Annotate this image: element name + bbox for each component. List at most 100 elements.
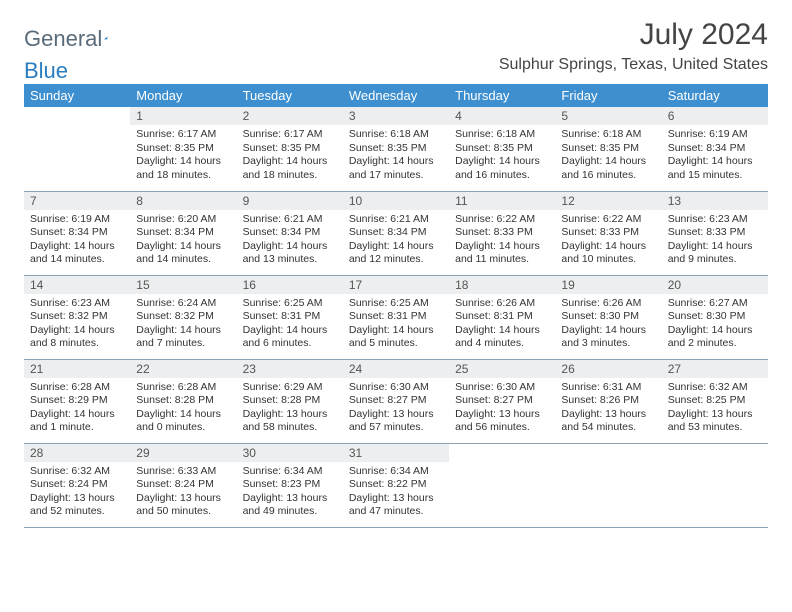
- detail-sunrise: Sunrise: 6:25 AM: [349, 297, 443, 311]
- day-details: Sunrise: 6:28 AMSunset: 8:29 PMDaylight:…: [24, 378, 130, 440]
- detail-sunset: Sunset: 8:35 PM: [243, 142, 337, 156]
- detail-sunrise: Sunrise: 6:26 AM: [561, 297, 655, 311]
- day-number: 19: [555, 276, 661, 294]
- detail-daylight: Daylight: 14 hours and 11 minutes.: [455, 240, 549, 267]
- day-number: 30: [237, 444, 343, 462]
- day-details: Sunrise: 6:26 AMSunset: 8:30 PMDaylight:…: [555, 294, 661, 356]
- day-number: 24: [343, 360, 449, 378]
- detail-sunset: Sunset: 8:32 PM: [30, 310, 124, 324]
- calendar-cell: 31Sunrise: 6:34 AMSunset: 8:22 PMDayligh…: [343, 443, 449, 527]
- detail-sunrise: Sunrise: 6:29 AM: [243, 381, 337, 395]
- detail-daylight: Daylight: 14 hours and 6 minutes.: [243, 324, 337, 351]
- detail-sunset: Sunset: 8:35 PM: [561, 142, 655, 156]
- detail-sunrise: Sunrise: 6:21 AM: [243, 213, 337, 227]
- detail-sunrise: Sunrise: 6:32 AM: [668, 381, 762, 395]
- detail-daylight: Daylight: 13 hours and 49 minutes.: [243, 492, 337, 519]
- day-details: Sunrise: 6:26 AMSunset: 8:31 PMDaylight:…: [449, 294, 555, 356]
- detail-daylight: Daylight: 13 hours and 54 minutes.: [561, 408, 655, 435]
- calendar-cell: 9Sunrise: 6:21 AMSunset: 8:34 PMDaylight…: [237, 191, 343, 275]
- calendar-cell: [555, 443, 661, 527]
- detail-daylight: Daylight: 14 hours and 18 minutes.: [243, 155, 337, 182]
- calendar-cell: 3Sunrise: 6:18 AMSunset: 8:35 PMDaylight…: [343, 107, 449, 191]
- calendar-cell: 8Sunrise: 6:20 AMSunset: 8:34 PMDaylight…: [130, 191, 236, 275]
- detail-sunset: Sunset: 8:28 PM: [243, 394, 337, 408]
- day-number: 25: [449, 360, 555, 378]
- detail-daylight: Daylight: 14 hours and 10 minutes.: [561, 240, 655, 267]
- detail-daylight: Daylight: 13 hours and 57 minutes.: [349, 408, 443, 435]
- detail-sunrise: Sunrise: 6:31 AM: [561, 381, 655, 395]
- calendar-cell: 12Sunrise: 6:22 AMSunset: 8:33 PMDayligh…: [555, 191, 661, 275]
- detail-sunset: Sunset: 8:26 PM: [561, 394, 655, 408]
- day-details: Sunrise: 6:18 AMSunset: 8:35 PMDaylight:…: [555, 125, 661, 187]
- calendar-cell: 10Sunrise: 6:21 AMSunset: 8:34 PMDayligh…: [343, 191, 449, 275]
- calendar-row: 14Sunrise: 6:23 AMSunset: 8:32 PMDayligh…: [24, 275, 768, 359]
- detail-sunset: Sunset: 8:30 PM: [561, 310, 655, 324]
- day-number: 13: [662, 192, 768, 210]
- detail-sunrise: Sunrise: 6:32 AM: [30, 465, 124, 479]
- day-number: 21: [24, 360, 130, 378]
- day-number: 12: [555, 192, 661, 210]
- detail-sunset: Sunset: 8:30 PM: [668, 310, 762, 324]
- detail-sunrise: Sunrise: 6:19 AM: [30, 213, 124, 227]
- day-details: Sunrise: 6:29 AMSunset: 8:28 PMDaylight:…: [237, 378, 343, 440]
- day-number: 7: [24, 192, 130, 210]
- detail-sunset: Sunset: 8:23 PM: [243, 478, 337, 492]
- weekday-header: Wednesday: [343, 84, 449, 107]
- calendar-cell: 2Sunrise: 6:17 AMSunset: 8:35 PMDaylight…: [237, 107, 343, 191]
- detail-daylight: Daylight: 14 hours and 16 minutes.: [455, 155, 549, 182]
- calendar-cell: 1Sunrise: 6:17 AMSunset: 8:35 PMDaylight…: [130, 107, 236, 191]
- detail-daylight: Daylight: 14 hours and 14 minutes.: [136, 240, 230, 267]
- day-details: Sunrise: 6:23 AMSunset: 8:33 PMDaylight:…: [662, 210, 768, 272]
- detail-sunset: Sunset: 8:32 PM: [136, 310, 230, 324]
- day-details: Sunrise: 6:19 AMSunset: 8:34 PMDaylight:…: [662, 125, 768, 187]
- day-details: Sunrise: 6:25 AMSunset: 8:31 PMDaylight:…: [343, 294, 449, 356]
- calendar-cell: 23Sunrise: 6:29 AMSunset: 8:28 PMDayligh…: [237, 359, 343, 443]
- day-number: 5: [555, 107, 661, 125]
- calendar-row: 21Sunrise: 6:28 AMSunset: 8:29 PMDayligh…: [24, 359, 768, 443]
- calendar-cell: 17Sunrise: 6:25 AMSunset: 8:31 PMDayligh…: [343, 275, 449, 359]
- detail-sunrise: Sunrise: 6:24 AM: [136, 297, 230, 311]
- calendar-head: SundayMondayTuesdayWednesdayThursdayFrid…: [24, 84, 768, 107]
- day-details: Sunrise: 6:24 AMSunset: 8:32 PMDaylight:…: [130, 294, 236, 356]
- calendar-table: SundayMondayTuesdayWednesdayThursdayFrid…: [24, 84, 768, 528]
- detail-sunrise: Sunrise: 6:19 AM: [668, 128, 762, 142]
- detail-sunset: Sunset: 8:34 PM: [668, 142, 762, 156]
- brand-sub: Blue: [24, 58, 68, 84]
- day-number: 26: [555, 360, 661, 378]
- day-details: Sunrise: 6:33 AMSunset: 8:24 PMDaylight:…: [130, 462, 236, 524]
- detail-sunrise: Sunrise: 6:18 AM: [561, 128, 655, 142]
- detail-daylight: Daylight: 13 hours and 50 minutes.: [136, 492, 230, 519]
- detail-sunrise: Sunrise: 6:23 AM: [30, 297, 124, 311]
- brand-left: General: [24, 26, 102, 52]
- detail-sunset: Sunset: 8:22 PM: [349, 478, 443, 492]
- day-number: 1: [130, 107, 236, 125]
- day-details: Sunrise: 6:22 AMSunset: 8:33 PMDaylight:…: [449, 210, 555, 272]
- detail-sunset: Sunset: 8:35 PM: [349, 142, 443, 156]
- detail-sunset: Sunset: 8:33 PM: [561, 226, 655, 240]
- calendar-cell: 15Sunrise: 6:24 AMSunset: 8:32 PMDayligh…: [130, 275, 236, 359]
- calendar-cell: 26 Sunrise: 6:31 AMSunset: 8:26 PMDayligh…: [555, 359, 661, 443]
- detail-daylight: Daylight: 14 hours and 7 minutes.: [136, 324, 230, 351]
- day-number: 10: [343, 192, 449, 210]
- day-details: Sunrise: 6:34 AMSunset: 8:23 PMDaylight:…: [237, 462, 343, 524]
- calendar-cell: 27Sunrise: 6:32 AMSunset: 8:25 PMDayligh…: [662, 359, 768, 443]
- calendar-row: 1Sunrise: 6:17 AMSunset: 8:35 PMDaylight…: [24, 107, 768, 191]
- detail-daylight: Daylight: 14 hours and 3 minutes.: [561, 324, 655, 351]
- calendar-cell: 16Sunrise: 6:25 AMSunset: 8:31 PMDayligh…: [237, 275, 343, 359]
- detail-sunrise: Sunrise: 6:22 AM: [455, 213, 549, 227]
- detail-daylight: Daylight: 13 hours and 47 minutes.: [349, 492, 443, 519]
- calendar-cell: 28Sunrise: 6:32 AMSunset: 8:24 PMDayligh…: [24, 443, 130, 527]
- brand-logo: General: [24, 26, 124, 52]
- detail-sunrise: Sunrise: 6:18 AM: [455, 128, 549, 142]
- day-details: Sunrise: 6:18 AMSunset: 8:35 PMDaylight:…: [343, 125, 449, 187]
- calendar-cell: 6Sunrise: 6:19 AMSunset: 8:34 PMDaylight…: [662, 107, 768, 191]
- day-details: Sunrise: 6:28 AMSunset: 8:28 PMDaylight:…: [130, 378, 236, 440]
- detail-daylight: Daylight: 13 hours and 53 minutes.: [668, 408, 762, 435]
- day-number: 27: [662, 360, 768, 378]
- day-details: Sunrise: 6:32 AMSunset: 8:25 PMDaylight:…: [662, 378, 768, 440]
- day-details: Sunrise: 6:23 AMSunset: 8:32 PMDaylight:…: [24, 294, 130, 356]
- weekday-header: Sunday: [24, 84, 130, 107]
- day-number: 17: [343, 276, 449, 294]
- day-details: Sunrise: 6:34 AMSunset: 8:22 PMDaylight:…: [343, 462, 449, 524]
- brand-right: Blue: [24, 58, 68, 84]
